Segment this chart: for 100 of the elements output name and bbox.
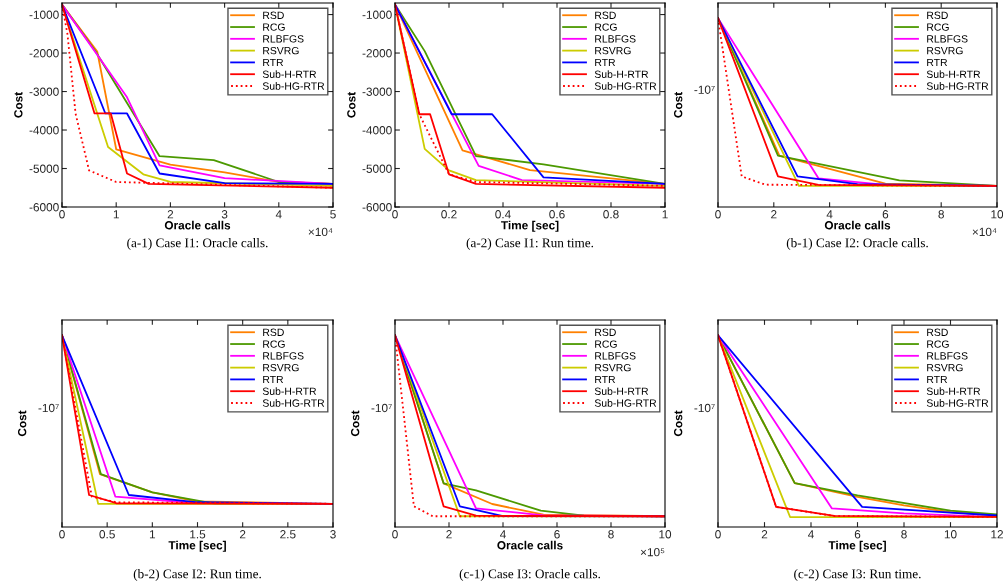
legend-label: RCG [595,23,617,31]
legend-label: RTR [595,375,616,384]
y-axis-title: Cost [350,410,360,437]
legend-label: RLBFGS [927,35,968,43]
x-tick-label: 10 [659,530,672,539]
y-tick-label: -2000 [362,49,392,58]
legend-label: RLBFGS [595,352,636,360]
x-tick-label: 0.2 [441,210,457,219]
x-tick-label: 1 [113,210,119,219]
y-tick-label: -4000 [362,126,392,135]
legend-label: RCG [263,23,285,31]
legend-label: Sub-H-RTR [262,70,317,78]
text: (b-2) Case I2: Run time. [133,569,261,581]
text: (a-1) Case I1: Oracle calls. [127,238,268,250]
x-tick-label: 4 [499,530,506,539]
x-tick-label: 0 [715,530,721,539]
x-tick-label: 0.8 [603,210,619,219]
text: ×10⁴ [308,227,333,237]
x-tick-label: 2 [761,530,768,539]
legend-label: RCG [595,340,617,348]
y-tick-label: -3000 [362,87,392,96]
x-tick-label: 8 [901,530,907,539]
x-tick-label: 6 [882,210,889,219]
legend-label: RSD [595,11,616,19]
y-tick-label: -5000 [29,164,59,173]
x-tick-label: 0.4 [495,210,511,219]
legend-label: Sub-HG-RTR [594,82,657,90]
legend-label: RCG [927,340,949,348]
legend-label: Sub-H-RTR [926,70,981,78]
x-tick-label: 0 [392,210,398,219]
x-tick-label: 4 [826,210,833,219]
text: (c-2) Case I3: Run time. [794,569,921,581]
y-tick-label: -5000 [362,164,392,173]
y-axis-title: Cost [347,92,356,118]
x-tick-label: 2.5 [280,530,296,539]
y-tick-label: -1000 [29,10,59,19]
legend-label: Sub-H-RTR [262,387,317,395]
x-tick-label: 2 [771,210,777,219]
text: -10⁷ [371,403,392,413]
text: ×10⁴ [972,227,997,237]
legend-label: RTR [927,58,948,67]
x-tick-label: 2 [239,530,246,539]
legend-label: RTR [927,375,948,384]
x-tick-label: 0.5 [99,530,115,539]
legend-label: RSVRG [927,46,963,55]
y-axis-title: Cost [673,92,683,118]
x-axis-title: Oracle calls [497,540,563,550]
x-tick-label: 1 [662,210,668,219]
x-axis-title: Time [sec] [828,540,886,552]
legend-label: Sub-HG-RTR [262,399,325,407]
x-tick-label: 0 [59,530,65,539]
x-axis-title: Oracle calls [164,220,231,230]
y-axis-title: Cost [673,410,683,437]
x-axis-title: Time [sec] [501,220,559,232]
legend-label: RSVRG [263,46,299,55]
x-tick-label: 4 [275,210,282,219]
x-tick-label: 8 [608,530,614,539]
legend-label: Sub-H-RTR [594,387,649,395]
legend-label: RLBFGS [263,352,304,360]
x-tick-label: 2 [167,210,174,219]
x-tick-label: 10 [944,530,957,539]
legend-label: RCG [927,23,949,31]
legend-label: Sub-H-RTR [926,387,981,395]
x-tick-label: 12 [991,530,1003,539]
legend-label: RLBFGS [595,35,636,43]
text: (a-2) Case I1: Run time. [466,238,594,250]
y-tick-label: -2000 [29,49,59,58]
x-tick-label: 8 [938,210,944,219]
x-tick-label: 1.5 [190,530,206,539]
legend-label: RCG [263,340,285,348]
x-tick-label: 6 [854,530,861,539]
y-tick-label: -6000 [29,203,59,212]
legend-label: Sub-HG-RTR [262,82,325,90]
x-tick-label: 0 [59,210,65,219]
x-tick-label: 4 [807,530,814,539]
legend-label: RTR [263,58,284,67]
y-axis-title: Cost [14,92,23,118]
legend-label: RLBFGS [263,35,304,43]
legend-label: RSVRG [595,46,631,55]
legend-label: Sub-HG-RTR [926,399,989,407]
y-axis-title: Cost [17,410,27,437]
x-tick-label: 6 [554,530,560,539]
y-tick-label: -6000 [362,203,392,212]
x-tick-label: 1 [149,530,156,539]
legend-label: RSD [927,328,948,336]
x-tick-label: 3 [330,530,336,539]
text: -10⁷ [38,403,59,413]
legend-label: Sub-HG-RTR [926,82,989,90]
legend-label: RSVRG [595,363,631,372]
legend-label: Sub-H-RTR [594,70,649,78]
x-tick-label: 0 [392,530,398,539]
x-tick-label: 5 [330,210,336,219]
legend-label: RLBFGS [927,352,968,360]
text: (c-1) Case I3: Oracle calls. [459,569,601,581]
legend-label: RSD [263,328,284,336]
legend-label: RTR [595,58,616,67]
y-tick-label: -1000 [362,10,392,19]
x-tick-label: 2 [446,530,452,539]
text: ×10⁵ [640,548,665,557]
legend-label: RSVRG [263,363,299,372]
